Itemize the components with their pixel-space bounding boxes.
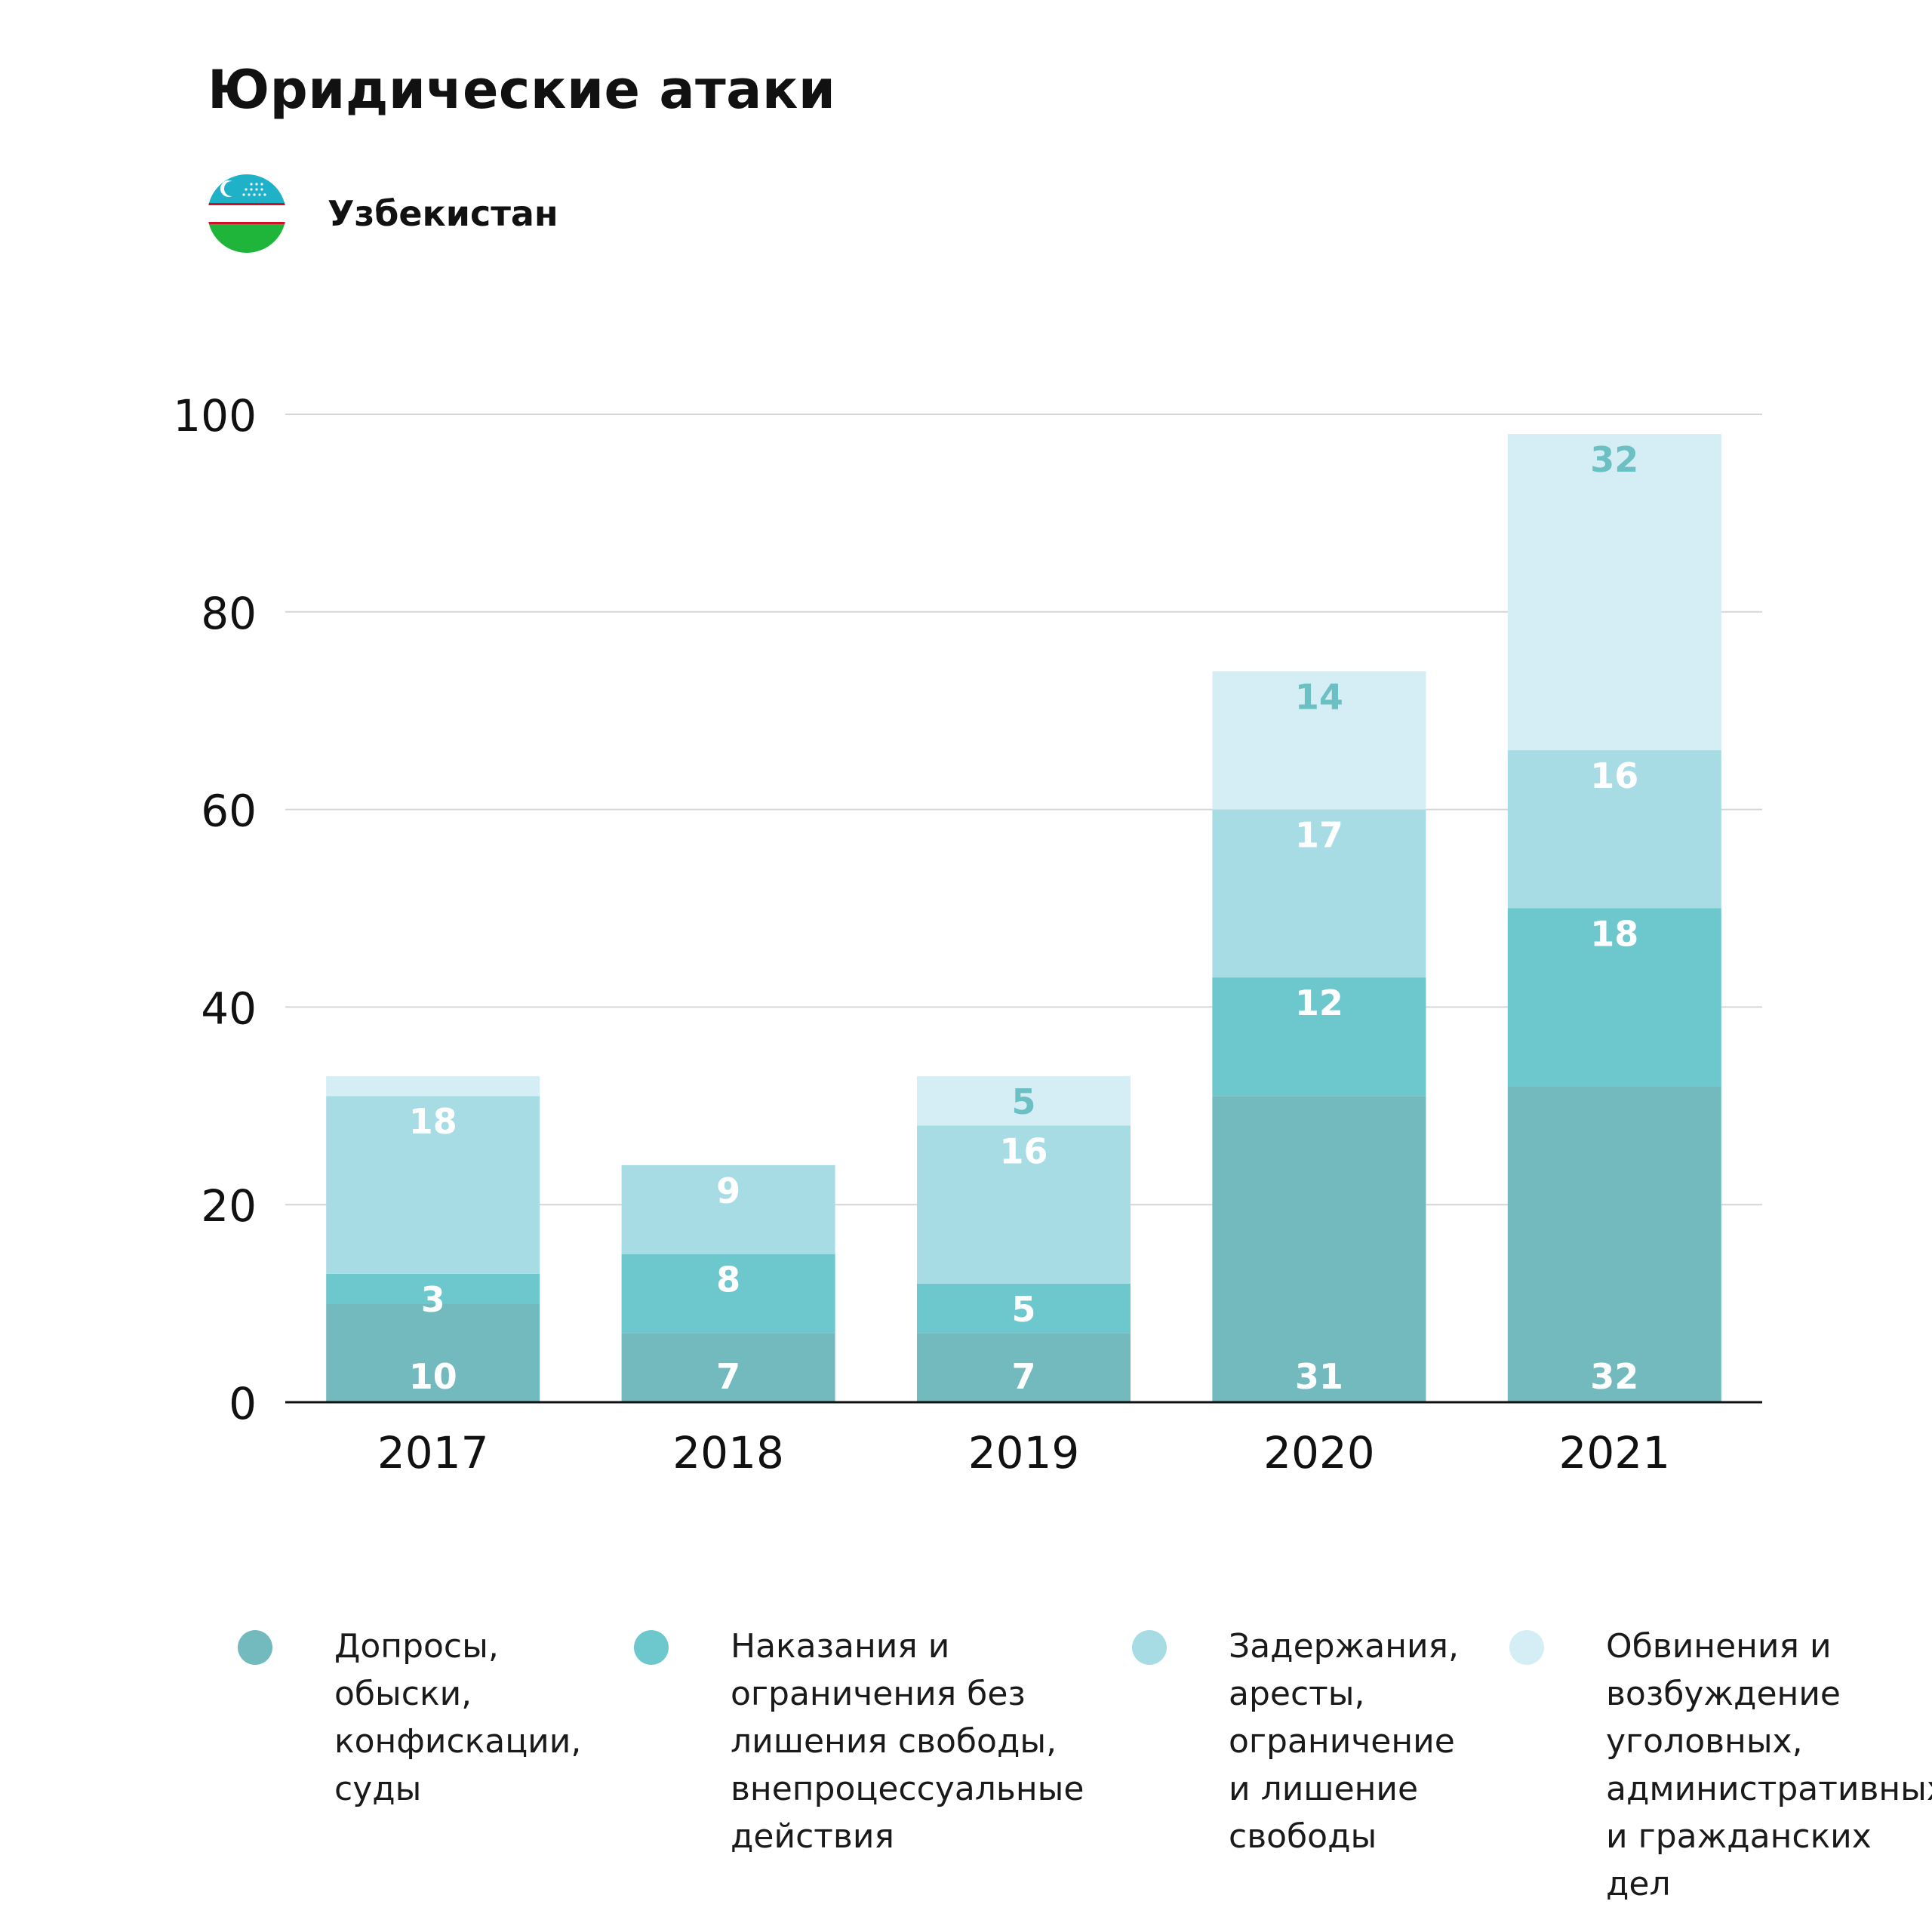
x-tick-label: 2019 (968, 1427, 1080, 1478)
country-name: Узбекистан (328, 193, 558, 234)
data-label: 10 (409, 1356, 457, 1397)
legend-label: Задержания, аресты, ограничение и лишени… (1229, 1627, 1460, 1856)
legend-label: Обвинения и возбуждение уголовных, админ… (1606, 1627, 1932, 1903)
y-tick-label: 40 (201, 983, 257, 1034)
data-label: 16 (999, 1131, 1048, 1171)
data-label: 31 (1295, 1356, 1343, 1397)
bar-segment (326, 1273, 540, 1304)
x-tick-label: 2020 (1263, 1427, 1375, 1478)
bar-segment (1507, 750, 1721, 909)
legend-swatch (634, 1630, 669, 1665)
y-tick-label: 60 (201, 786, 257, 837)
x-tick-label: 2017 (377, 1427, 489, 1478)
bar-segment (1507, 434, 1721, 751)
legend-swatch (1132, 1630, 1167, 1665)
chart-legend: Допросы, обыски, конфискации, суды Наказа… (0, 1623, 1932, 1909)
data-label: 8 (716, 1260, 740, 1300)
legend-label: Допросы, обыски, конфискации, суды (334, 1627, 582, 1808)
y-tick-label: 0 (229, 1378, 257, 1429)
legend-item: Задержания, аресты, ограничение и лишени… (1132, 1623, 1459, 1860)
legend-swatch (238, 1630, 272, 1665)
data-label: 7 (1011, 1356, 1035, 1397)
data-label: 16 (1590, 755, 1638, 796)
legend-item: Допросы, обыски, конфискации, суды (238, 1623, 581, 1813)
bar-segment (1212, 977, 1426, 1097)
bar-segment (621, 1164, 835, 1254)
stacked-bar-chart: 0 20 40 60 80 100 10 3 18 2017 7 8 9 2018 7 5 16 5 2019 31 1… (173, 390, 1762, 1478)
chart-title: Юридические атаки (208, 59, 836, 121)
bar-segment (917, 1125, 1131, 1284)
bar-segment (621, 1333, 835, 1402)
bar-segment (621, 1254, 835, 1334)
y-tick-label: 20 (201, 1180, 257, 1232)
bar-segment (917, 1333, 1131, 1402)
data-label: 12 (1295, 983, 1343, 1023)
bar-segment (1212, 1096, 1426, 1402)
data-label: 32 (1590, 1356, 1638, 1397)
y-tick-label: 80 (201, 588, 257, 639)
data-label: 3 (421, 1279, 445, 1320)
legend-label: Наказания и ограничения без лишения своб… (731, 1627, 1084, 1856)
country-header: Узбекистан (208, 172, 558, 255)
data-label: 18 (1590, 914, 1638, 955)
legend-item: Наказания и ограничения без лишения своб… (634, 1623, 1084, 1860)
bar-segment (1507, 908, 1721, 1087)
bar-segment (1212, 671, 1426, 810)
legend-item: Обвинения и возбуждение уголовных, админ… (1509, 1623, 1932, 1908)
bar-segment (326, 1096, 540, 1274)
data-label: 5 (1011, 1081, 1035, 1122)
data-label: 14 (1295, 676, 1343, 717)
data-label: 17 (1295, 815, 1343, 856)
bar-segment (917, 1076, 1131, 1126)
bar-segment (326, 1076, 540, 1097)
x-tick-label: 2021 (1558, 1427, 1670, 1478)
data-label: 5 (1011, 1289, 1035, 1330)
bar-segment (326, 1303, 540, 1402)
x-tick-label: 2018 (672, 1427, 784, 1478)
bar-segment (1507, 1086, 1721, 1402)
data-label: 32 (1590, 439, 1638, 480)
data-label: 9 (716, 1171, 740, 1211)
y-tick-label: 100 (173, 390, 257, 441)
legend-swatch (1509, 1630, 1544, 1665)
bar-segment (917, 1283, 1131, 1334)
data-label: 18 (409, 1101, 457, 1142)
bar-segment (1212, 809, 1426, 978)
data-label: 7 (716, 1356, 740, 1397)
